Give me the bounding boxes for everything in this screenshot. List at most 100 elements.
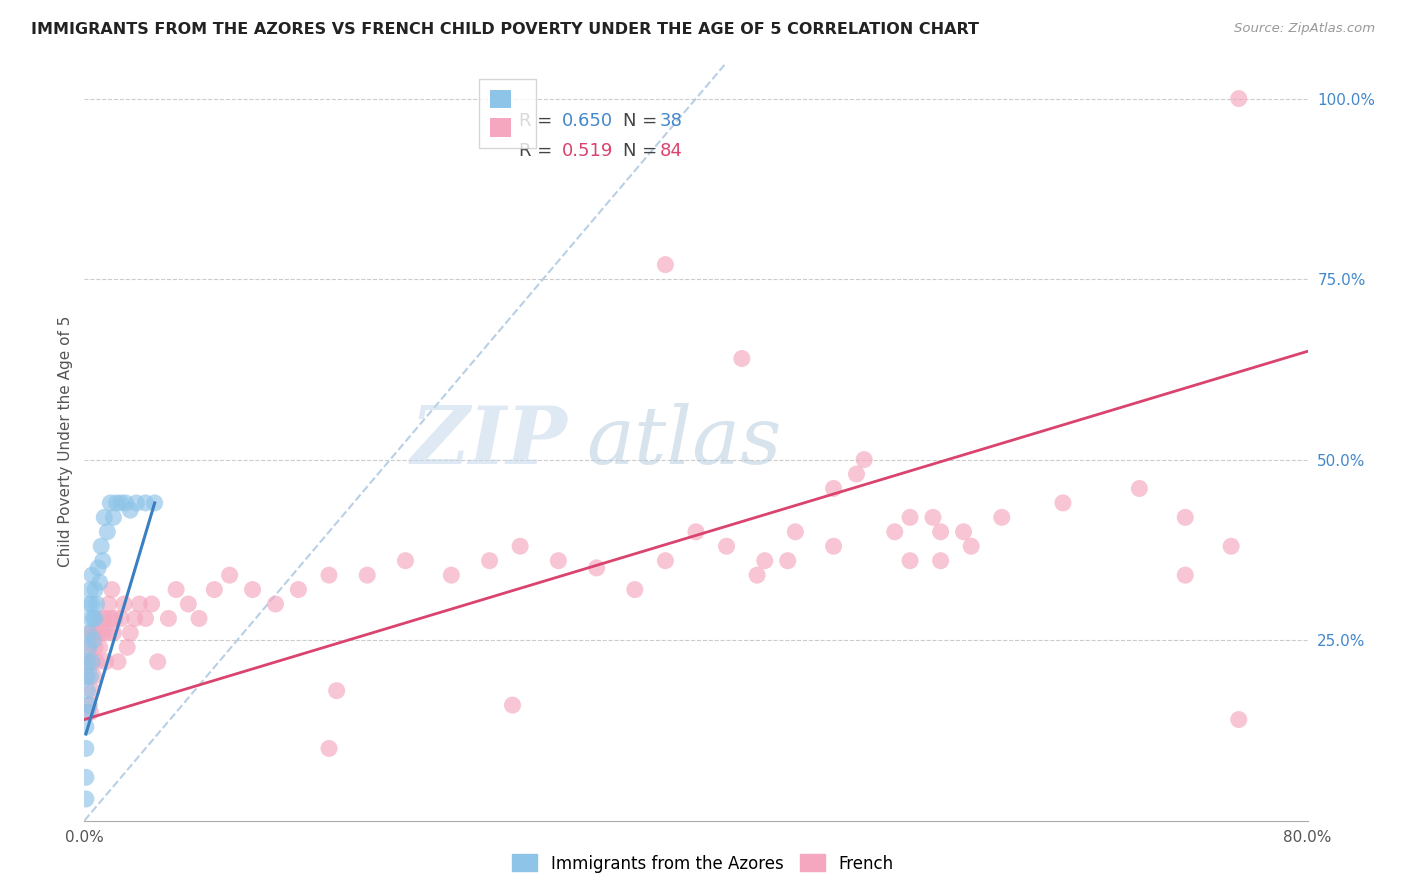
Text: 38: 38 [659,112,682,129]
Text: 84: 84 [659,142,682,160]
Point [89,575,111,590]
Point [654,258,676,272]
Point [79,669,101,683]
Point [110,496,132,510]
Point [440,568,463,582]
Point [79,611,101,625]
Point [107,655,129,669]
Point [165,582,187,597]
Text: R =: R = [519,142,558,160]
Point [96,524,118,539]
Point [1227,91,1250,105]
Point [1174,568,1197,582]
Point [654,554,676,568]
Point [80,655,103,669]
Point [898,554,921,568]
Point [84,582,107,597]
Point [922,510,945,524]
Point [101,582,124,597]
Point [952,524,974,539]
Point [91,626,114,640]
Point [83,611,105,625]
Text: 0.650: 0.650 [561,112,613,129]
Point [105,496,128,510]
Point [823,482,845,496]
Point [77,597,100,611]
Point [90,539,112,553]
Point [120,626,142,640]
Legend: Immigrants from the Azores, French: Immigrants from the Azores, French [506,847,900,880]
Point [785,524,807,539]
Point [77,626,100,640]
Point [509,539,531,553]
Point [103,626,125,640]
Point [929,524,952,539]
Point [188,611,211,625]
Point [94,655,117,669]
Point [264,597,287,611]
Point [135,496,157,510]
Point [77,640,100,655]
Point [135,611,157,625]
Point [90,611,112,625]
Point [394,554,416,568]
Point [77,698,100,712]
Point [991,510,1014,524]
Point [96,626,118,640]
Point [823,539,845,553]
Text: R =: R = [519,112,558,129]
Point [242,582,264,597]
Point [83,669,105,683]
Point [80,568,103,582]
Text: ZIP: ZIP [411,403,568,480]
Point [103,510,125,524]
Point [79,706,101,720]
Text: Source: ZipAtlas.com: Source: ZipAtlas.com [1234,22,1375,36]
Point [141,597,163,611]
Point [75,792,97,806]
Point [98,496,121,510]
Point [79,582,101,597]
Point [77,640,100,655]
Point [80,683,103,698]
Point [76,706,98,720]
Point [585,561,607,575]
Point [318,741,340,756]
Point [1052,496,1074,510]
Point [75,720,97,734]
Point [75,669,97,683]
Point [883,524,905,539]
Point [76,683,98,698]
Text: N =: N = [623,112,662,129]
Text: IMMIGRANTS FROM THE AZORES VS FRENCH CHILD POVERTY UNDER THE AGE OF 5 CORRELATIO: IMMIGRANTS FROM THE AZORES VS FRENCH CHI… [31,22,979,37]
Point [112,597,135,611]
Point [104,611,127,625]
Point [128,597,150,611]
Point [685,524,707,539]
Point [83,626,105,640]
Point [115,640,138,655]
Point [76,655,98,669]
Point [747,568,769,582]
Point [325,683,347,698]
Point [624,582,647,597]
Point [146,655,169,669]
Point [502,698,524,712]
Point [853,452,876,467]
Point [87,561,110,575]
Point [93,611,115,625]
Point [87,626,110,640]
Y-axis label: Child Poverty Under the Age of 5: Child Poverty Under the Age of 5 [58,316,73,567]
Point [1220,539,1243,553]
Point [716,539,738,553]
Point [76,669,98,683]
Point [93,510,115,524]
Point [120,503,142,517]
Point [80,655,103,669]
Point [1174,510,1197,524]
Point [125,496,148,510]
Text: 0.519: 0.519 [561,142,613,160]
Point [89,640,111,655]
Point [91,554,114,568]
Point [124,611,146,625]
